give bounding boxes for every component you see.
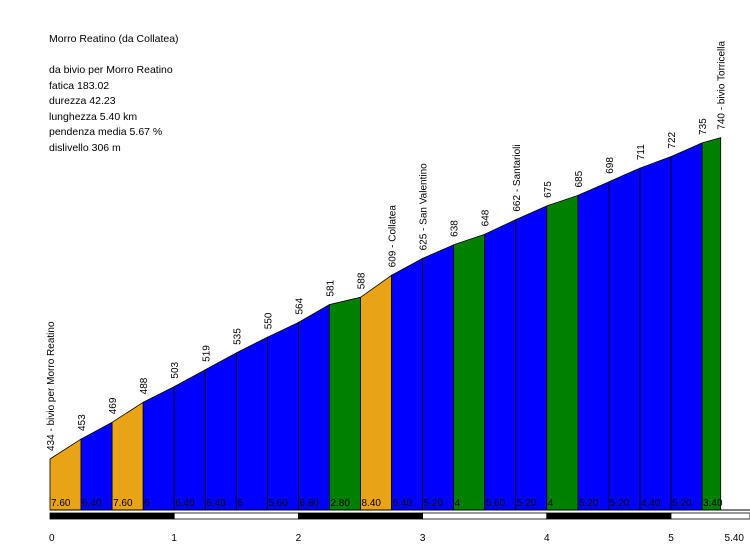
elevation-label: 453 (77, 414, 88, 431)
slope-label: 6.40 (82, 498, 102, 509)
profile-segment (546, 194, 579, 511)
elevation-label: 564 (294, 297, 305, 314)
distance-tick-label: 0 (49, 533, 55, 544)
profile-segment (670, 142, 703, 511)
climb-title: Morro Reatino (da Collatea) (49, 33, 179, 45)
profile-segment (111, 401, 144, 511)
profile-segment (515, 205, 548, 511)
climb-info: Morro Reatino (da Collatea) da bivio per… (49, 32, 179, 156)
scale-bar-block (173, 512, 299, 520)
slope-label: 5.20 (424, 498, 444, 509)
slope-label: 7.60 (113, 498, 133, 509)
elevation-label: 581 (325, 279, 336, 296)
scale-bar-block (297, 512, 423, 520)
distance-scale-bar (49, 512, 750, 520)
profile-segment (701, 137, 722, 511)
elevation-label: 698 (605, 157, 616, 174)
dislivello-value: dislivello 306 m (49, 141, 121, 154)
slope-label: 6 (237, 498, 243, 509)
slope-label: 6 (144, 498, 150, 509)
slope-label: 5.20 (672, 498, 692, 509)
slope-label: 6.40 (206, 498, 226, 509)
slope-label: 4 (548, 498, 554, 509)
elevation-labels: 434 - bivio per Morro Reatino 453 469 488 50… (46, 41, 728, 451)
elevation-label: 535 (232, 328, 243, 345)
elevation-label: 469 (108, 397, 119, 414)
profile-segment (577, 181, 610, 511)
profile-segment (453, 233, 486, 511)
elevation-label: 625 - San Valentino (419, 163, 430, 251)
distance-tick-label: 3 (420, 533, 426, 544)
profile-segment (204, 352, 237, 511)
scale-bar-block (422, 512, 548, 520)
distance-tick-label: 2 (296, 533, 302, 544)
slope-label: 5.20 (517, 498, 537, 509)
slope-label: 3.40 (703, 498, 723, 509)
slope-label: 6.40 (175, 498, 195, 509)
profile-segment (328, 296, 361, 511)
pendenza-value: pendenza media 5.67 % (49, 126, 163, 138)
elevation-label: 662 - Santarioli (512, 144, 523, 211)
distance-tick-labels: 0 1 2 3 4 5 5.40 (49, 533, 744, 544)
slope-label: 5.20 (610, 498, 630, 509)
slope-label: 5.20 (579, 498, 599, 509)
elevation-label: 675 (543, 181, 554, 198)
profile-segment (608, 167, 641, 511)
distance-tick-label: 1 (171, 533, 177, 544)
profile-segment (266, 321, 299, 511)
slope-label: 4.40 (641, 498, 661, 509)
slope-label: 5.60 (268, 498, 288, 509)
slope-labels: 7.60 6.40 7.60 6 6.40 6.40 6 5.60 6.80 2.80 8.40 6.… (51, 498, 723, 509)
profile-segment (80, 421, 113, 511)
elevation-label: 588 (357, 272, 368, 289)
elevation-label: 740 - bivio Torricella (717, 41, 728, 130)
profile-segment (142, 385, 175, 511)
climb-start: da bivio per Morro Reatino (49, 64, 173, 76)
fatica-value: fatica 183.02 (49, 79, 110, 92)
elevation-label: 503 (170, 361, 181, 378)
distance-tick-label: 5 (668, 533, 674, 544)
elevation-label: 638 (450, 220, 461, 237)
profile-segment (360, 274, 393, 511)
slope-label: 7.60 (51, 498, 71, 509)
slope-label: 4 (455, 498, 461, 509)
profile-segment (297, 303, 330, 511)
profile-segment (235, 336, 268, 511)
profile-segment (422, 244, 455, 511)
profile-segment (173, 369, 206, 511)
scale-bar-block (49, 512, 175, 520)
slope-label: 6.80 (299, 498, 319, 509)
elevation-label: 735 (698, 118, 709, 135)
durezza-value: durezza 42.23 (49, 95, 116, 107)
lunghezza-value: lunghezza 5.40 km (49, 110, 138, 123)
slope-label: 5.60 (486, 498, 506, 509)
profile-segment (639, 156, 672, 511)
elevation-label: 722 (667, 131, 678, 148)
distance-tick-label: 4 (544, 533, 550, 544)
distance-tick-label: 5.40 (725, 533, 745, 544)
profile-segment (391, 257, 424, 511)
elevation-label: 434 - bivio per Morro Reatino (46, 321, 57, 451)
elevation-label: 488 (139, 377, 150, 394)
elevation-label: 648 (481, 209, 492, 226)
elevation-label: 609 - Collatea (388, 205, 399, 268)
profile-segments (49, 137, 750, 511)
elevation-label: 711 (636, 144, 647, 160)
scale-bar-block (546, 512, 672, 520)
slope-label: 2.80 (330, 498, 350, 509)
slope-label: 6.40 (393, 498, 413, 509)
profile-segment (484, 218, 517, 511)
elevation-label: 685 (574, 170, 585, 187)
slope-label: 8.40 (362, 498, 382, 509)
elevation-label: 519 (201, 345, 212, 362)
scale-bar-block (670, 512, 750, 520)
elevation-label: 550 (263, 312, 274, 329)
